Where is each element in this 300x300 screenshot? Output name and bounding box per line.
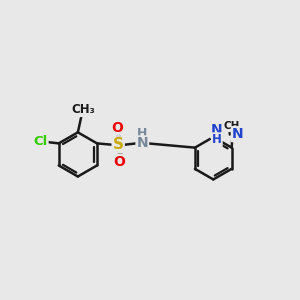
Text: N: N [232, 127, 244, 141]
Text: H: H [212, 133, 222, 146]
Text: N: N [136, 136, 148, 150]
Text: CH: CH [224, 121, 240, 131]
Text: Cl: Cl [33, 135, 48, 148]
Text: S: S [113, 137, 124, 152]
Text: N: N [211, 123, 223, 137]
Text: CH₃: CH₃ [71, 103, 95, 116]
Text: H: H [137, 127, 148, 140]
Text: O: O [111, 121, 123, 135]
Text: O: O [114, 155, 126, 169]
